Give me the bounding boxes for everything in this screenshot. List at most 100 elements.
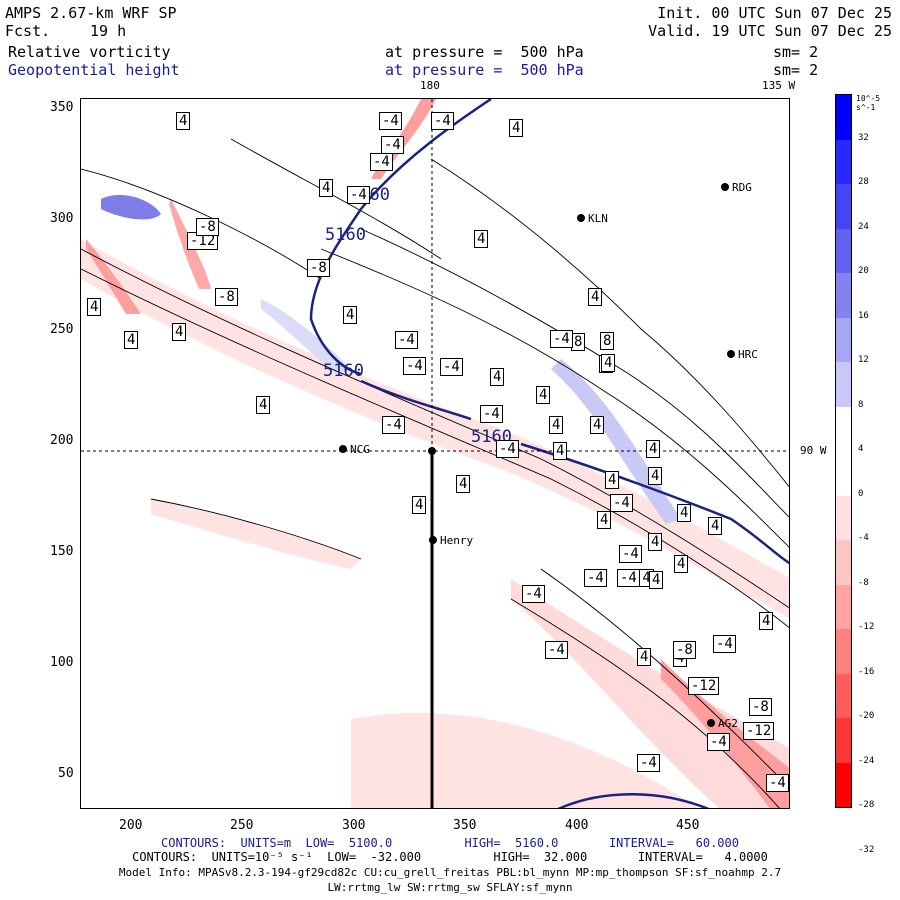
vorticity-value-label: 8 [571,333,586,351]
vorticity-value-label: 4 [176,112,191,130]
vorticity-value-label: 4 [549,416,564,434]
x-tick: 300 [342,818,366,833]
colorbar-segment [836,317,851,362]
vorticity-value-label: -8 [307,259,330,277]
colorbar-tick: -12 [858,622,875,632]
colorbar-tick: 16 [858,310,869,321]
vorticity-value-label: -4 [431,112,454,130]
colorbar-tick: -8 [858,577,869,588]
positive-vorticity-band [101,194,161,220]
vorticity-value-label: -8 [215,288,238,306]
field2-level: at pressure = 500 hPa [385,61,584,79]
vorticity-value-label: 4 [677,504,692,522]
vorticity-contour [360,228,789,518]
vorticity-value-label: 4 [759,612,774,630]
vorticity-contour-info: CONTOURS: UNITS=10⁻⁵ s⁻¹ LOW= -32.000 HI… [132,850,768,864]
right-longitude-label: 90 W [800,444,827,457]
vorticity-value-label: -4 [584,569,607,587]
vorticity-value-label: -4 [637,754,660,772]
colorbar-unit: 10^-5 s^-1 [856,94,881,112]
vorticity-value-label: 4 [674,555,689,573]
vorticity-value-label: -4 [496,440,519,458]
top-longitude-label: 180 [420,79,440,92]
colorbar-tick: -20 [858,711,875,721]
station-henry: Henry [429,534,473,547]
vorticity-contour [230,138,442,260]
height-label: 5160 [323,361,364,381]
vorticity-map [81,99,789,808]
height-contour-info: CONTOURS: UNITS=m LOW= 5100.0 HIGH= 5160… [161,836,739,850]
vorticity-value-label: 4 [124,331,139,349]
vorticity-value-label: 4 [343,306,358,324]
colorbar-tick: 28 [858,177,869,187]
vorticity-value-label: -4 [617,569,640,587]
vorticity-value-label: -4 [370,153,393,171]
vorticity-value-label: -4 [522,585,545,603]
colorbar-segment [836,362,851,407]
y-tick: 250 [50,322,74,337]
init-time: Init. 00 UTC Sun 07 Dec 25 [657,4,892,22]
station-rdg: RDG [721,181,752,194]
colorbar-tick: 0 [858,488,864,499]
vorticity-value-label: 4 [648,467,663,485]
vorticity-value-label: 8 [600,332,615,350]
colorbar-segment [836,629,851,674]
colorbar-segment [836,273,851,318]
vorticity-value-label: -4 [480,405,503,423]
vorticity-value-label: 4 [536,386,551,404]
vorticity-value-label: 4 [605,471,620,489]
vorticity-value-label: -8 [673,641,696,659]
y-tick: 350 [50,100,74,115]
vorticity-value-label: 4 [319,179,334,197]
vorticity-value-label: 4 [590,416,605,434]
station-ncg: NCG [339,443,370,456]
station-ag2: AG2 [707,717,738,730]
vorticity-value-label: -4 [395,331,418,349]
field2-name: Geopotential height [8,61,180,79]
colorbar-segment [836,228,851,273]
vorticity-value-label: 4 [649,571,664,589]
colorbar-segment [836,184,851,229]
map-plot: NCG Henry KLN RDG HRC AG2 5160 5160 5160… [80,98,790,809]
y-tick: 100 [50,655,74,670]
model-info: Model Info: MPASv8.2.3-194-gf29cd82c CU:… [118,866,782,879]
colorbar-tick: -28 [858,800,875,810]
colorbar-segment [836,406,851,451]
valid-time: Valid. 19 UTC Sun 07 Dec 25 [648,22,892,40]
vorticity-value-label: -8 [749,698,772,716]
x-tick: 350 [453,818,477,833]
vorticity-value-label: -4 [440,358,463,376]
vorticity-value-label: 4 [648,533,663,551]
colorbar-tick: -16 [858,666,875,677]
vorticity-value-label: 4 [456,475,471,493]
vorticity-value-label: -4 [379,112,402,130]
vorticity-value-label: -4 [347,186,370,204]
vorticity-value-label: 4 [588,288,603,306]
positive-vorticity-band [261,299,351,374]
vorticity-value-label: -12 [743,722,775,740]
vorticity-value-label: -4 [619,545,642,563]
vorticity-value-label: 4 [490,368,505,386]
colorbar-tick: 20 [858,266,869,276]
colorbar-tick: 4 [858,444,864,454]
vorticity-value-label: 4 [553,442,568,460]
forecast-hours: 19 h [90,22,127,40]
negative-vorticity-band [351,713,698,808]
y-tick: 50 [58,766,74,781]
negative-vorticity-band [151,499,361,569]
vorticity-value-label: -4 [403,357,426,375]
vorticity-value-label: 4 [256,396,271,414]
height-label: 5160 [325,225,366,245]
vorticity-value-label: -4 [381,136,404,154]
vorticity-value-label: -4 [610,494,633,512]
colorbar-tick: -4 [858,533,869,543]
colorbar-segment [836,451,851,496]
colorbar-segment [836,718,851,763]
station-kln: KLN [577,212,608,225]
colorbar-tick: 32 [858,132,869,143]
vorticity-value-label: -4 [766,774,789,792]
top-right-longitude-label: 135 W [762,79,796,92]
vorticity-value-label: 4 [601,354,616,372]
colorbar-segment [836,584,851,629]
vorticity-value-label: -8 [196,218,219,236]
